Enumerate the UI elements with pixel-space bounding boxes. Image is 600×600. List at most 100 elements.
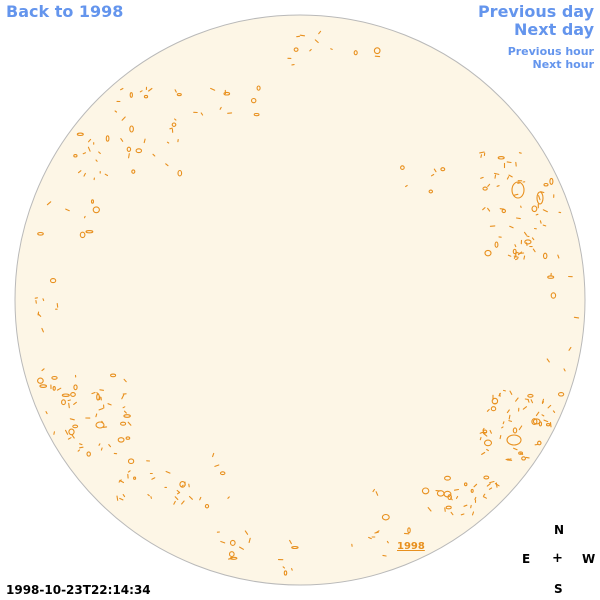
observation-timestamp: 1998-10-23T22:14:34 <box>6 583 151 597</box>
previous-day-link[interactable]: Previous day <box>477 2 594 21</box>
contour-feature <box>98 443 101 446</box>
contour-feature <box>114 110 118 113</box>
contour-feature <box>248 537 251 544</box>
contour-feature <box>489 429 492 434</box>
compass-east-label: E <box>522 552 531 566</box>
contour-feature <box>105 135 110 142</box>
contour-feature <box>174 118 177 121</box>
contour-feature <box>92 206 100 214</box>
contour-feature <box>79 443 83 446</box>
contour-feature <box>244 530 249 535</box>
previous-hour-link[interactable]: Previous hour <box>507 45 594 58</box>
contour-feature <box>486 448 489 452</box>
contour-feature <box>445 505 452 510</box>
contour-feature <box>557 392 565 397</box>
contour-feature <box>471 511 475 516</box>
contour-feature <box>536 191 544 205</box>
contour-feature <box>483 475 490 480</box>
contour-feature <box>368 536 372 540</box>
contour-feature <box>79 231 86 239</box>
contour-feature <box>523 231 527 236</box>
contour-feature <box>214 464 220 467</box>
contour-feature <box>515 258 519 261</box>
contour-feature <box>407 527 411 534</box>
back-to-year-link[interactable]: Back to 1998 <box>6 2 124 21</box>
contour-feature <box>543 419 549 423</box>
contour-feature <box>223 91 231 96</box>
contour-feature <box>283 570 288 576</box>
contour-feature <box>453 488 460 491</box>
contour-feature <box>524 398 529 401</box>
contour-feature <box>513 447 518 451</box>
compass-south-label: S <box>554 582 563 596</box>
contour-feature <box>165 163 169 167</box>
contour-feature <box>107 403 112 406</box>
contour-feature <box>480 154 483 158</box>
contour-feature <box>165 470 171 474</box>
contour-feature <box>121 394 125 400</box>
contour-feature <box>538 421 543 427</box>
contour-feature <box>463 504 468 507</box>
contour-feature <box>546 358 550 363</box>
contour-feature <box>117 437 125 443</box>
contour-feature <box>71 434 75 439</box>
contour-feature <box>104 173 109 177</box>
contour-feature <box>473 483 478 488</box>
contour-feature <box>143 138 146 144</box>
contour-feature <box>494 483 500 487</box>
contour-feature <box>181 484 184 487</box>
contour-feature <box>375 530 380 534</box>
contour-feature <box>482 186 488 191</box>
contour-feature <box>51 375 58 380</box>
contour-feature <box>515 397 519 402</box>
contour-feature <box>72 424 79 429</box>
contour-feature <box>299 34 306 37</box>
contour-feature <box>45 411 48 415</box>
contour-feature <box>82 152 87 155</box>
contour-feature <box>52 386 56 391</box>
contour-feature <box>486 408 490 412</box>
contour-feature <box>61 399 66 406</box>
contour-feature <box>545 423 551 427</box>
magnetic-feature-contours <box>34 30 580 576</box>
contour-feature <box>523 255 526 260</box>
contour-feature <box>518 451 524 455</box>
contour-feature <box>482 496 487 499</box>
contour-feature <box>291 545 299 550</box>
contour-feature <box>200 112 204 116</box>
contour-feature <box>174 496 179 501</box>
year-link[interactable]: 1998 <box>397 541 425 552</box>
contour-feature <box>123 410 127 414</box>
contour-feature <box>120 138 124 142</box>
contour-feature <box>509 390 513 395</box>
contour-feature <box>460 513 465 516</box>
contour-feature <box>531 418 538 426</box>
contour-feature <box>73 401 77 405</box>
contour-feature <box>557 254 560 259</box>
contour-feature <box>229 539 236 546</box>
contour-feature <box>100 447 103 451</box>
contour-feature <box>353 50 358 56</box>
next-hour-link[interactable]: Next hour <box>532 58 595 71</box>
contour-feature <box>204 503 210 509</box>
contour-feature <box>212 452 215 458</box>
contour-feature <box>85 230 94 234</box>
contour-feature <box>496 185 500 187</box>
contour-feature <box>56 387 62 391</box>
contour-feature <box>61 393 70 397</box>
contour-feature <box>181 500 185 505</box>
contour-feature <box>509 225 514 229</box>
contour-feature <box>482 432 488 437</box>
contour-feature <box>525 456 530 459</box>
contour-feature <box>531 205 538 213</box>
contour-feature <box>96 393 100 401</box>
contour-feature <box>135 148 143 154</box>
contour-feature <box>119 497 124 501</box>
contour-feature <box>41 368 45 372</box>
contour-feature <box>526 235 530 238</box>
contour-feature <box>375 491 379 496</box>
contour-feature <box>70 392 76 397</box>
contour-feature <box>539 220 542 224</box>
next-day-link[interactable]: Next day <box>514 20 594 39</box>
